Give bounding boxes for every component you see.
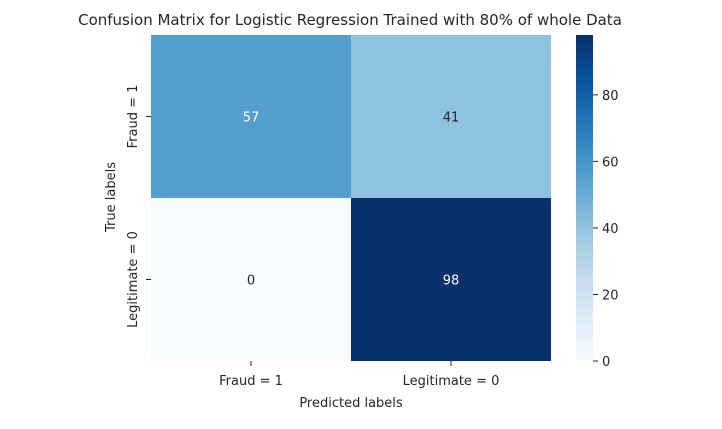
heatmap-cells: 57 41 0 98 bbox=[151, 35, 551, 361]
heatmap-cell bbox=[151, 198, 351, 361]
cell-value-label: 0 bbox=[247, 274, 255, 289]
x-tick-label: Fraud = 1 bbox=[219, 374, 283, 389]
x-tick-label: Legitimate = 0 bbox=[403, 374, 500, 389]
y-tick-label: Fraud = 1 bbox=[126, 85, 141, 149]
heatmap-cell bbox=[151, 35, 351, 198]
cell-value-label: 98 bbox=[443, 274, 460, 289]
y-tick-label: Legitimate = 0 bbox=[126, 231, 141, 328]
y-axis: Fraud = 1 Legitimate = 0 bbox=[126, 85, 151, 328]
cell-value-label: 57 bbox=[243, 111, 260, 126]
colorbar-tick-label: 60 bbox=[602, 155, 619, 170]
colorbar-gradient bbox=[576, 35, 593, 361]
cell-value-label: 41 bbox=[443, 111, 460, 126]
colorbar-tick-label: 40 bbox=[602, 222, 619, 237]
x-axis: Fraud = 1 Legitimate = 0 bbox=[219, 361, 499, 389]
colorbar-ticks: 0 20 40 60 80 bbox=[593, 89, 619, 370]
chart-title: Confusion Matrix for Logistic Regression… bbox=[78, 11, 622, 29]
colorbar: 0 20 40 60 80 bbox=[576, 35, 619, 370]
y-axis-label: True labels bbox=[104, 162, 119, 233]
heatmap-cell bbox=[351, 35, 551, 198]
x-axis-label: Predicted labels bbox=[299, 396, 403, 411]
colorbar-tick-label: 80 bbox=[602, 89, 619, 104]
colorbar-tick-label: 0 bbox=[602, 355, 610, 370]
colorbar-tick-label: 20 bbox=[602, 288, 619, 303]
heatmap-cell bbox=[351, 198, 551, 361]
